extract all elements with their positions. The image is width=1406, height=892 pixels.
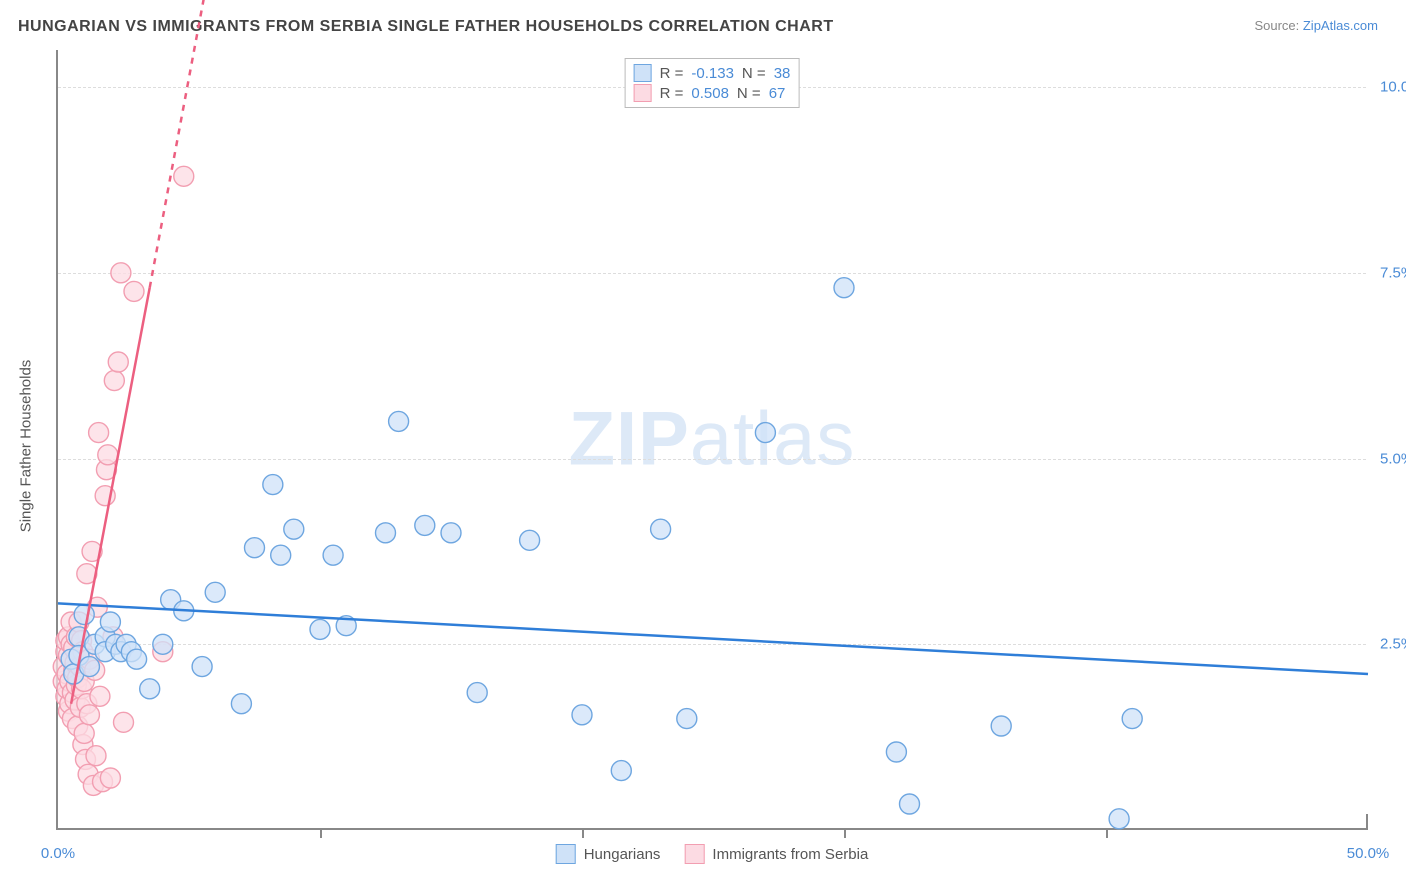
scatter-svg — [58, 50, 1366, 828]
legend-swatch-serbia — [684, 844, 704, 864]
data-point — [90, 686, 110, 706]
data-point — [111, 263, 131, 283]
data-point — [127, 649, 147, 669]
source-label: Source: — [1254, 18, 1302, 33]
data-point — [86, 746, 106, 766]
data-point — [98, 445, 118, 465]
x-tick — [844, 828, 846, 838]
stats-row-serbia: R = 0.508 N = 67 — [634, 83, 791, 103]
data-point — [140, 679, 160, 699]
data-point — [900, 794, 920, 814]
data-point — [991, 716, 1011, 736]
y-tick-label: 7.5% — [1372, 264, 1406, 281]
chart-container: HUNGARIAN VS IMMIGRANTS FROM SERBIA SING… — [0, 0, 1406, 892]
data-point — [520, 530, 540, 550]
n-label-0: N = — [742, 65, 766, 82]
x-tick — [320, 828, 322, 838]
data-point — [834, 278, 854, 298]
data-point — [231, 694, 251, 714]
plot-area: ZIPatlas 2.5%5.0%7.5%10.0% 0.0%50.0% R =… — [56, 50, 1366, 830]
n-value-1: 67 — [769, 85, 786, 102]
legend-item-serbia: Immigrants from Serbia — [684, 844, 868, 864]
x-tick — [582, 828, 584, 838]
y-tick-label: 5.0% — [1372, 450, 1406, 467]
data-point — [310, 619, 330, 639]
source-attribution: Source: ZipAtlas.com — [1254, 18, 1378, 33]
data-point — [89, 423, 109, 443]
data-point — [441, 523, 461, 543]
stats-legend: R = -0.133 N = 38 R = 0.508 N = 67 — [625, 58, 800, 108]
legend-label-serbia: Immigrants from Serbia — [712, 846, 868, 863]
data-point — [205, 582, 225, 602]
trend-line — [58, 603, 1368, 674]
data-point — [245, 538, 265, 558]
chart-title: HUNGARIAN VS IMMIGRANTS FROM SERBIA SING… — [18, 18, 834, 36]
y-tick-label: 10.0% — [1372, 79, 1406, 96]
x-tick — [1106, 828, 1108, 838]
r-value-0: -0.133 — [691, 65, 734, 82]
data-point — [755, 423, 775, 443]
legend-label-hungarians: Hungarians — [584, 846, 661, 863]
data-point — [1122, 709, 1142, 729]
data-point — [651, 519, 671, 539]
trend-line — [150, 0, 242, 288]
data-point — [677, 709, 697, 729]
data-point — [104, 371, 124, 391]
x-tick-label: 0.0% — [41, 845, 75, 862]
data-point — [153, 634, 173, 654]
data-point — [192, 657, 212, 677]
n-value-0: 38 — [774, 65, 791, 82]
data-point — [79, 705, 99, 725]
data-point — [108, 352, 128, 372]
legend-swatch-hungarians — [556, 844, 576, 864]
swatch-serbia — [634, 84, 652, 102]
data-point — [467, 683, 487, 703]
data-point — [174, 166, 194, 186]
data-point — [100, 768, 120, 788]
data-point — [323, 545, 343, 565]
y-axis-label: Single Father Households — [18, 360, 35, 533]
data-point — [271, 545, 291, 565]
right-border-tick — [1366, 814, 1368, 830]
data-point — [415, 515, 435, 535]
data-point — [100, 612, 120, 632]
r-label-0: R = — [660, 65, 684, 82]
n-label-1: N = — [737, 85, 761, 102]
swatch-hungarians — [634, 64, 652, 82]
y-tick-label: 2.5% — [1372, 636, 1406, 653]
bottom-legend: Hungarians Immigrants from Serbia — [556, 844, 869, 864]
stats-row-hungarians: R = -0.133 N = 38 — [634, 63, 791, 83]
data-point — [611, 761, 631, 781]
legend-item-hungarians: Hungarians — [556, 844, 661, 864]
data-point — [284, 519, 304, 539]
data-point — [1109, 809, 1129, 829]
r-value-1: 0.508 — [691, 85, 729, 102]
data-point — [114, 712, 134, 732]
data-point — [376, 523, 396, 543]
data-point — [886, 742, 906, 762]
source-link[interactable]: ZipAtlas.com — [1303, 18, 1378, 33]
x-tick-label: 50.0% — [1347, 845, 1390, 862]
r-label-1: R = — [660, 85, 684, 102]
data-point — [74, 605, 94, 625]
data-point — [389, 411, 409, 431]
data-point — [263, 475, 283, 495]
data-point — [74, 723, 94, 743]
data-point — [79, 657, 99, 677]
data-point — [572, 705, 592, 725]
data-point — [124, 281, 144, 301]
